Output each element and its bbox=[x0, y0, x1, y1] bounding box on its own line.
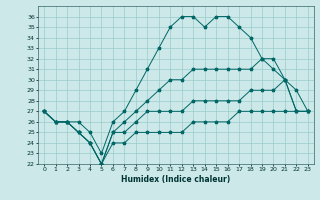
X-axis label: Humidex (Indice chaleur): Humidex (Indice chaleur) bbox=[121, 175, 231, 184]
